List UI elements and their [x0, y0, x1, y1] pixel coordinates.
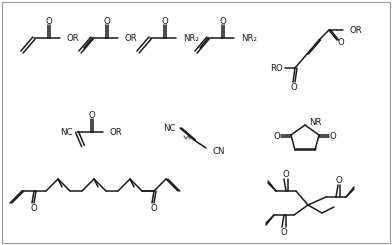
Text: NR: NR [309, 118, 321, 126]
Text: OR: OR [350, 25, 363, 35]
Text: O: O [274, 132, 280, 140]
Text: O: O [103, 16, 111, 25]
Text: O: O [151, 204, 157, 212]
Text: O: O [45, 16, 53, 25]
Text: CN: CN [213, 147, 225, 156]
Text: O: O [290, 83, 298, 91]
Text: O: O [162, 16, 169, 25]
Text: NR₂: NR₂ [241, 34, 257, 42]
Text: O: O [338, 37, 345, 47]
Text: NR₂: NR₂ [183, 34, 199, 42]
Text: O: O [31, 204, 37, 212]
Text: O: O [330, 132, 336, 140]
Text: NC: NC [60, 127, 73, 136]
Text: O: O [283, 170, 289, 179]
Text: O: O [281, 228, 287, 236]
Text: OR: OR [67, 34, 80, 42]
Text: O: O [336, 175, 342, 184]
Text: NC: NC [163, 123, 176, 133]
Text: O: O [220, 16, 226, 25]
Text: RO: RO [270, 63, 283, 73]
Text: OR: OR [125, 34, 138, 42]
Text: O: O [89, 110, 95, 120]
Text: OR: OR [110, 127, 123, 136]
